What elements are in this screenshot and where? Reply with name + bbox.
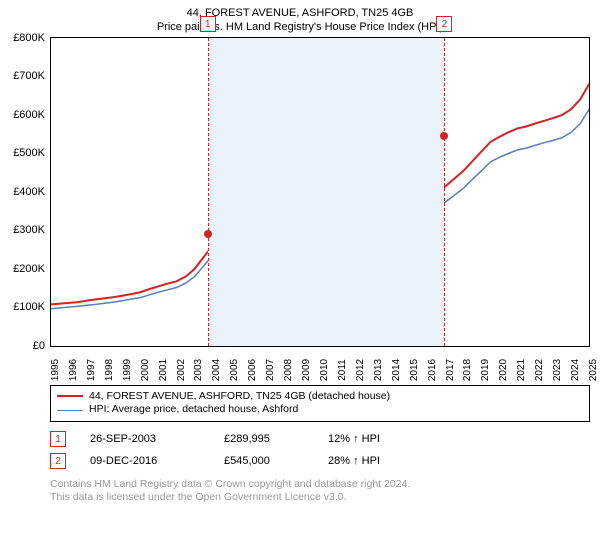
y-tick-label: £700K — [13, 70, 45, 82]
x-tick-label: 2023 — [552, 359, 563, 381]
sale-marker-flag: 1 — [200, 16, 216, 32]
sale-marker-line — [444, 38, 445, 346]
sale-price: £289,995 — [224, 433, 304, 445]
x-axis-labels: 1995199619971998199920002001200220032004… — [50, 370, 590, 410]
x-tick-label: 2003 — [193, 359, 204, 381]
chart-plot-area: 12 — [51, 38, 589, 346]
x-tick-label: 1996 — [68, 359, 79, 381]
x-tick-label: 1997 — [86, 359, 97, 381]
chart-subtitle: Price paid vs. HM Land Registry's House … — [0, 20, 600, 34]
price-vs-hpi-chart: £0£100K£200K£300K£400K£500K£600K£700K£80… — [50, 37, 590, 347]
sale-price: £545,000 — [224, 455, 304, 467]
x-tick-label: 2010 — [319, 359, 330, 381]
sale-row: 1 26-SEP-2003 £289,995 12% ↑ HPI — [50, 428, 590, 450]
x-tick-label: 2009 — [301, 359, 312, 381]
y-tick-label: £800K — [13, 32, 45, 44]
y-tick-label: £0 — [33, 340, 45, 352]
sale-marker-icon: 2 — [50, 453, 66, 469]
x-tick-label: 2015 — [409, 359, 420, 381]
y-tick-label: £200K — [13, 263, 45, 275]
x-tick-label: 2000 — [140, 359, 151, 381]
x-tick-label: 1999 — [122, 359, 133, 381]
y-tick-label: £500K — [13, 147, 45, 159]
x-tick-label: 2022 — [534, 359, 545, 381]
x-tick-label: 2001 — [158, 359, 169, 381]
sale-marker-dot-icon — [440, 132, 448, 140]
sale-marker-dot-icon — [204, 230, 212, 238]
y-tick-label: £400K — [13, 186, 45, 198]
x-tick-label: 2006 — [247, 359, 258, 381]
x-tick-label: 2012 — [355, 359, 366, 381]
x-tick-label: 2025 — [588, 359, 599, 381]
x-tick-label: 2005 — [229, 359, 240, 381]
x-tick-label: 2013 — [373, 359, 384, 381]
x-tick-label: 2018 — [462, 359, 473, 381]
attribution: Contains HM Land Registry data © Crown c… — [50, 478, 590, 504]
x-tick-label: 1998 — [104, 359, 115, 381]
sale-marker-line — [208, 38, 209, 346]
sale-records: 1 26-SEP-2003 £289,995 12% ↑ HPI 2 09-DE… — [50, 428, 590, 472]
sale-marker-icon: 1 — [50, 431, 66, 447]
x-tick-label: 2008 — [283, 359, 294, 381]
chart-header: 44, FOREST AVENUE, ASHFORD, TN25 4GB Pri… — [0, 0, 600, 37]
x-tick-label: 2004 — [211, 359, 222, 381]
shaded-region — [208, 38, 445, 346]
x-tick-label: 2024 — [570, 359, 581, 381]
x-tick-label: 2021 — [516, 359, 527, 381]
x-tick-label: 2007 — [265, 359, 276, 381]
attribution-line: Contains HM Land Registry data © Crown c… — [50, 478, 590, 491]
x-tick-label: 2011 — [337, 359, 348, 381]
sale-marker-flag: 2 — [436, 16, 452, 32]
address-line: 44, FOREST AVENUE, ASHFORD, TN25 4GB — [0, 6, 600, 20]
x-tick-label: 2002 — [176, 359, 187, 381]
sale-row: 2 09-DEC-2016 £545,000 28% ↑ HPI — [50, 450, 590, 472]
x-tick-label: 2014 — [391, 359, 402, 381]
sale-date: 09-DEC-2016 — [90, 455, 200, 467]
x-tick-label: 1995 — [50, 359, 61, 381]
y-tick-label: £300K — [13, 224, 45, 236]
x-tick-label: 2020 — [498, 359, 509, 381]
sale-delta: 28% ↑ HPI — [328, 455, 380, 467]
y-tick-label: £100K — [13, 301, 45, 313]
x-tick-label: 2016 — [427, 359, 438, 381]
sale-date: 26-SEP-2003 — [90, 433, 200, 445]
attribution-line: This data is licensed under the Open Gov… — [50, 491, 590, 504]
x-tick-label: 2017 — [445, 359, 456, 381]
y-tick-label: £600K — [13, 109, 45, 121]
x-tick-label: 2019 — [480, 359, 491, 381]
sale-delta: 12% ↑ HPI — [328, 433, 380, 445]
y-axis-labels: £0£100K£200K£300K£400K£500K£600K£700K£80… — [1, 38, 49, 346]
